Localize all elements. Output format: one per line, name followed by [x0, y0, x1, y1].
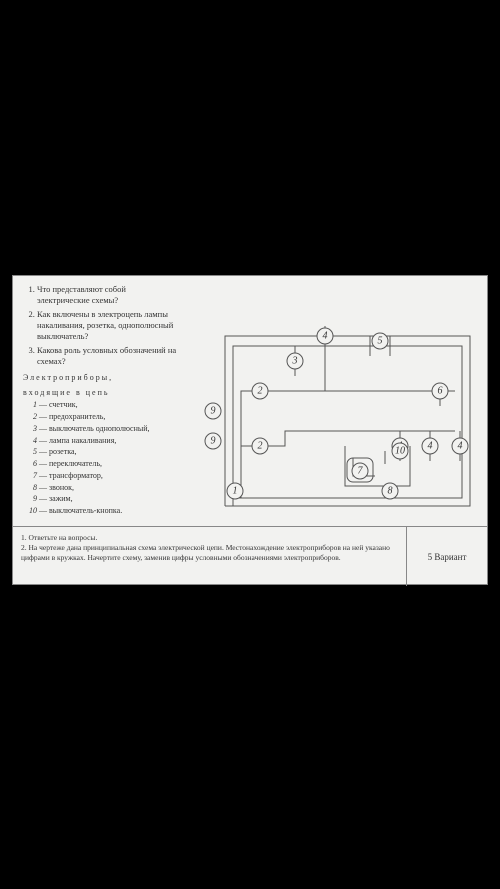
legend-num: 2 — [23, 412, 37, 423]
question-1: Что представляют собой электрические схе… — [37, 284, 177, 306]
legend-num: 7 — [23, 471, 37, 482]
legend-text: выключатель однополюсный, — [49, 424, 150, 433]
legend-text: счетчик, — [49, 400, 78, 409]
legend-text: трансформатор, — [49, 471, 103, 480]
legend-num: 3 — [23, 424, 37, 435]
legend-text: звонок, — [49, 483, 74, 492]
legend-item: 3 — выключатель однополюсный, — [23, 424, 177, 435]
node-label: 6 — [438, 386, 443, 397]
wire — [233, 346, 462, 506]
node-label: 8 — [388, 486, 393, 497]
footer-line-2: 2. На чертеже дана принципиальная схема … — [21, 543, 398, 563]
legend-num: 10 — [23, 506, 37, 517]
legend-list: 1 — счетчик,2 — предохранитель,3 — выклю… — [23, 400, 177, 517]
section-title-1: Электроприборы, — [23, 373, 177, 383]
document-page: Что представляют собой электрические схе… — [12, 275, 488, 585]
text-column: Что представляют собой электрические схе… — [13, 276, 183, 526]
node-label: 4 — [428, 441, 433, 452]
legend-item: 1 — счетчик, — [23, 400, 177, 411]
question-2: Как включены в электроцепь лампы накалив… — [37, 309, 177, 342]
node-label: 1 — [233, 486, 238, 497]
node-label: 3 — [292, 356, 298, 367]
question-list: Что представляют собой электрические схе… — [23, 284, 177, 367]
section-title-2: входящие в цепь — [23, 388, 177, 398]
node-label: 10 — [395, 446, 405, 457]
legend-item: 7 — трансформатор, — [23, 471, 177, 482]
legend-num: 4 — [23, 436, 37, 447]
legend-item: 10 — выключатель-кнопка. — [23, 506, 177, 517]
footer-instructions: 1. Ответьте на вопросы. 2. На чертеже да… — [13, 527, 407, 586]
footer-line-1: 1. Ответьте на вопросы. — [21, 533, 398, 543]
legend-num: 6 — [23, 459, 37, 470]
legend-text: выключатель-кнопка. — [49, 506, 122, 515]
legend-item: 9 — зажим, — [23, 494, 177, 505]
node-label: 2 — [258, 386, 263, 397]
node-label: 9 — [211, 436, 216, 447]
legend-num: 5 — [23, 447, 37, 458]
legend-text: лампа накаливания, — [49, 436, 116, 445]
question-3: Какова роль условных обозначений на схем… — [37, 345, 177, 367]
legend-num: 8 — [23, 483, 37, 494]
circuit-diagram: 1992234564447810 — [183, 276, 487, 526]
legend-item: 6 — переключатель, — [23, 459, 177, 470]
diagram-svg: 1992234564447810 — [183, 276, 487, 526]
legend-item: 4 — лампа накаливания, — [23, 436, 177, 447]
legend-num: 9 — [23, 494, 37, 505]
node-label: 4 — [458, 441, 463, 452]
node-label: 9 — [211, 406, 216, 417]
legend-text: переключатель, — [49, 459, 102, 468]
node-label: 4 — [323, 331, 328, 342]
node-label: 2 — [258, 441, 263, 452]
legend-text: предохранитель, — [49, 412, 105, 421]
legend-item: 5 — розетка, — [23, 447, 177, 458]
variant-cell: 5 Вариант — [407, 527, 487, 586]
node-label: 5 — [378, 336, 383, 347]
legend-text: зажим, — [49, 494, 73, 503]
main-area: Что представляют собой электрические схе… — [13, 276, 487, 526]
legend-text: розетка, — [49, 447, 77, 456]
wire — [225, 336, 470, 506]
legend-num: 1 — [23, 400, 37, 411]
footer: 1. Ответьте на вопросы. 2. На чертеже да… — [13, 526, 487, 586]
legend-item: 8 — звонок, — [23, 483, 177, 494]
legend-item: 2 — предохранитель, — [23, 412, 177, 423]
